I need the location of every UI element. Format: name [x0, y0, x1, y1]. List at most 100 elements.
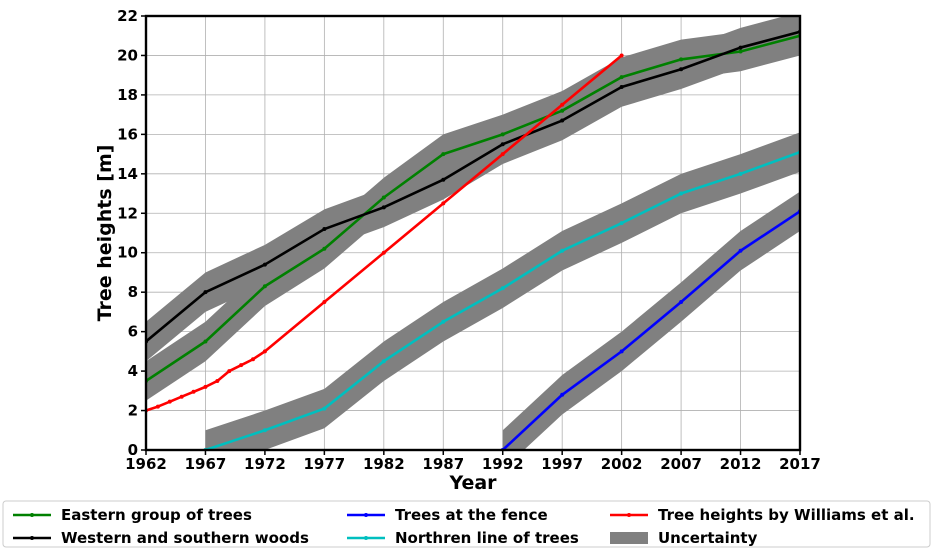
- series-1-point-6: [500, 142, 505, 147]
- series-2-point-3: [679, 300, 684, 305]
- series-1-point-1: [203, 290, 208, 295]
- x-tick-label-1982: 1982: [363, 455, 405, 473]
- legend-box: [2, 500, 931, 548]
- legend-marker-3: [364, 536, 368, 540]
- series-3-point-9: [738, 171, 743, 176]
- series-line-1: [146, 30, 800, 343]
- series-4-point-14: [500, 152, 505, 157]
- series-2-point-2: [619, 349, 624, 354]
- series-4-point-11: [322, 300, 327, 305]
- series-line-0: [146, 34, 800, 383]
- series-3-point-4: [441, 319, 446, 324]
- plot-frame: [144, 14, 802, 452]
- series-4-point-3: [179, 394, 184, 399]
- series-4-point-13: [441, 201, 446, 206]
- legend-label-2: Trees at the fence: [395, 506, 548, 524]
- series-4-point-8: [239, 363, 244, 368]
- series-0-point-7: [560, 108, 565, 113]
- x-tick-label-1987: 1987: [422, 455, 464, 473]
- y-axis-ticks: 0 2 4 6 8 10 12 14 16 18 20 22: [117, 7, 146, 459]
- y-tick-label-8: 8: [128, 283, 138, 301]
- series-3-point-5: [500, 286, 505, 291]
- x-tick-label-1977: 1977: [303, 455, 345, 473]
- y-tick-label-12: 12: [117, 204, 138, 222]
- series-4-point-12: [381, 250, 386, 255]
- y-tick-label-22: 22: [117, 7, 138, 25]
- y-tick-label-20: 20: [117, 46, 138, 64]
- x-tick-label-1967: 1967: [185, 455, 227, 473]
- y-tick-label-14: 14: [117, 165, 138, 183]
- series-4-point-16: [619, 53, 624, 58]
- x-tick-label-1972: 1972: [244, 455, 286, 473]
- series-0-point-5: [441, 152, 446, 157]
- series-3-point-2: [322, 406, 327, 411]
- x-tick-label-2002: 2002: [601, 455, 643, 473]
- series-0-point-9: [679, 57, 684, 62]
- series-1-point-10: [738, 45, 743, 50]
- series-4-point-5: [203, 384, 208, 389]
- legend-marker-2: [364, 513, 368, 517]
- series-3-point-8: [679, 191, 684, 196]
- legend-label-3: Northren line of trees: [395, 529, 579, 547]
- series-1-point-2: [262, 262, 267, 267]
- series-4-point-6: [215, 378, 220, 383]
- series-4-point-15: [560, 102, 565, 107]
- legend-label-0: Eastern group of trees: [61, 506, 252, 524]
- legend-label-1: Western and southern woods: [61, 529, 309, 547]
- x-tick-label-2017: 2017: [779, 455, 821, 473]
- y-tick-label-16: 16: [117, 125, 138, 143]
- series-4-point-1: [155, 404, 160, 409]
- y-tick-label-4: 4: [128, 362, 138, 380]
- y-tick-label-2: 2: [128, 402, 138, 420]
- series-0-point-1: [203, 339, 208, 344]
- x-tick-label-1997: 1997: [541, 455, 583, 473]
- legend-marker-4: [627, 513, 631, 517]
- series-1-point-8: [619, 85, 624, 90]
- series-1-point-9: [679, 67, 684, 72]
- y-tick-label-10: 10: [117, 244, 138, 262]
- y-axis-label: Tree heights [m]: [94, 145, 116, 322]
- series-1-point-4: [381, 205, 386, 210]
- series-3-point-1: [262, 428, 267, 433]
- series-3-point-3: [381, 359, 386, 364]
- legend-swatch-5: [610, 532, 648, 544]
- legend-label-4: Tree heights by Williams et al.: [658, 506, 915, 524]
- y-tick-label-18: 18: [117, 86, 138, 104]
- series-3-point-7: [619, 221, 624, 226]
- legend-marker-1: [30, 536, 34, 540]
- series-0-point-6: [500, 132, 505, 137]
- series-4-point-4: [191, 389, 196, 394]
- series-4-point-7: [227, 369, 232, 374]
- series-0-point-4: [381, 195, 386, 200]
- series-1-point-5: [441, 177, 446, 182]
- x-tick-label-1962: 1962: [125, 455, 167, 473]
- x-axis-label: Year: [448, 472, 497, 494]
- series-0-point-2: [262, 284, 267, 289]
- legend: Eastern group of trees Western and southe…: [2, 500, 931, 548]
- y-tick-label-6: 6: [128, 323, 138, 341]
- x-tick-label-1992: 1992: [482, 455, 524, 473]
- series-2-point-1: [560, 392, 565, 397]
- x-tick-label-2007: 2007: [660, 455, 702, 473]
- x-axis-ticks: 1962 1967 1972 1977 1982 1987 1992 1997 2002 2007…: [125, 450, 821, 473]
- series-2-point-4: [738, 248, 743, 253]
- legend-marker-0: [30, 513, 34, 517]
- plot-border: [144, 14, 802, 452]
- series-3-point-6: [560, 248, 565, 253]
- series-0-point-8: [619, 75, 624, 80]
- series-0-point-3: [322, 246, 327, 251]
- series-line-2: [501, 210, 800, 450]
- x-tick-label-2012: 2012: [720, 455, 762, 473]
- y-tick-label-0: 0: [128, 441, 138, 459]
- series-4-point-10: [262, 349, 267, 354]
- series-1-point-3: [322, 227, 327, 232]
- legend-label-5: Uncertainty: [658, 529, 758, 547]
- series-4-point-9: [251, 357, 256, 362]
- uncertainty-band-3: [205, 132, 800, 450]
- series-4-point-2: [167, 399, 172, 404]
- series-0-point-10: [738, 49, 743, 54]
- series-lines: [146, 29, 800, 450]
- series-1-point-7: [560, 118, 565, 123]
